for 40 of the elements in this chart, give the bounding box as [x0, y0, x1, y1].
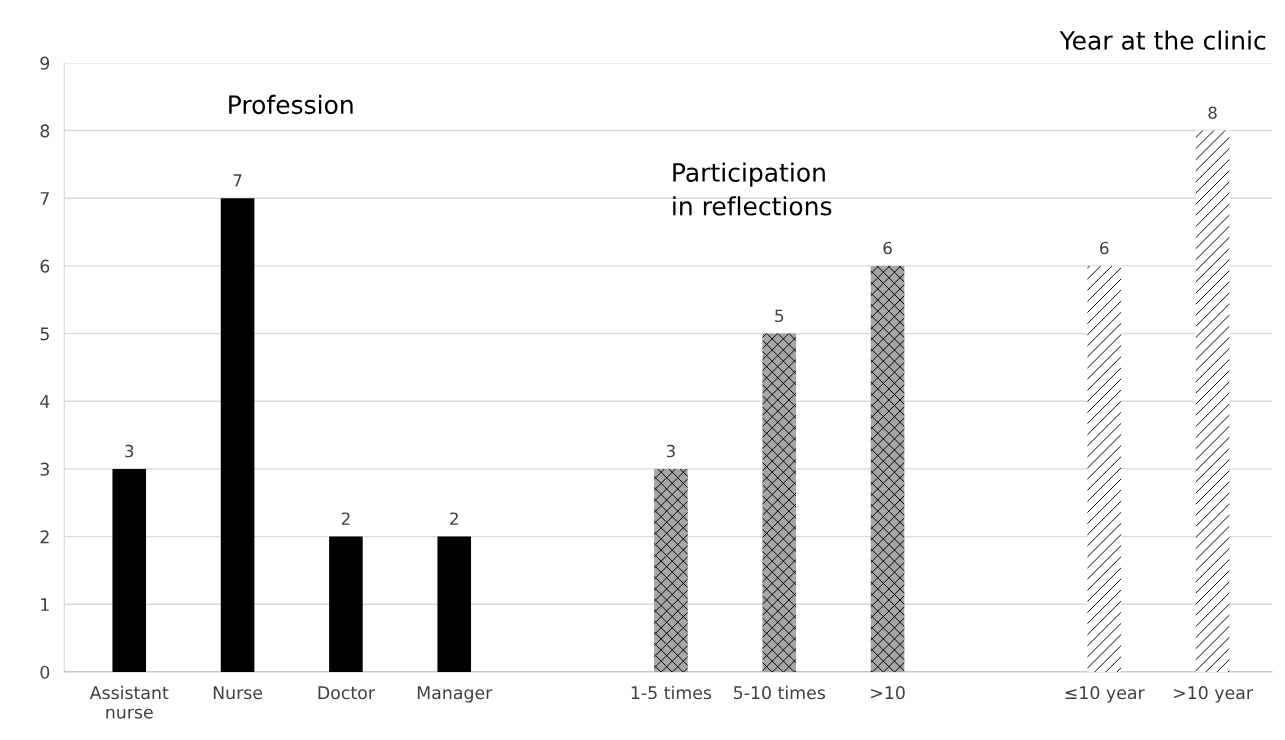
data-label: 2 [450, 512, 458, 525]
y-tick-label: 0 [40, 665, 50, 679]
x-tick-label: 1-5 times [631, 685, 712, 700]
y-tick-label: 6 [40, 259, 50, 273]
x-tick-label: 5-10 times [733, 685, 825, 700]
x-tick-label: Assistant nurse [89, 685, 169, 719]
data-label: 6 [1100, 241, 1109, 255]
bar [112, 468, 147, 672]
x-tick-label: Nurse [213, 686, 263, 700]
x-tick-label: >10 year [1173, 686, 1254, 703]
bar [329, 536, 363, 672]
data-label: 6 [883, 241, 892, 255]
y-tick-label: 1 [41, 598, 49, 611]
annotation: Profession [229, 94, 353, 115]
text: Year at the clinic [1059, 30, 1266, 50]
x-tick-label: Doctor [318, 686, 375, 700]
y-tick-label: 8 [40, 124, 50, 138]
data-label: 7 [233, 174, 242, 187]
data-label: 3 [125, 444, 134, 458]
y-tick-label: 4 [40, 395, 50, 408]
data-label: 2 [341, 512, 350, 525]
bar [1195, 130, 1230, 672]
data-label: 5 [775, 309, 784, 323]
data-label: 3 [666, 444, 675, 458]
y-tick-label: 9 [40, 56, 50, 70]
bar [1087, 265, 1122, 672]
bar [762, 333, 797, 672]
bar [437, 536, 472, 672]
y-tick-label: 5 [40, 327, 49, 341]
bar [220, 198, 255, 672]
data-label: 8 [1208, 106, 1217, 120]
y-tick-label: 7 [40, 192, 49, 205]
x-tick-label: Manager [417, 686, 493, 703]
x-tick-label: ≤10 year [1065, 686, 1145, 703]
bar [870, 265, 905, 672]
x-tick-label: >10 [871, 686, 905, 700]
y-tick-label: 3 [40, 462, 49, 476]
bar [654, 468, 688, 672]
annotation: Participation in reflections [673, 162, 832, 216]
y-tick-label: 2 [40, 530, 49, 544]
